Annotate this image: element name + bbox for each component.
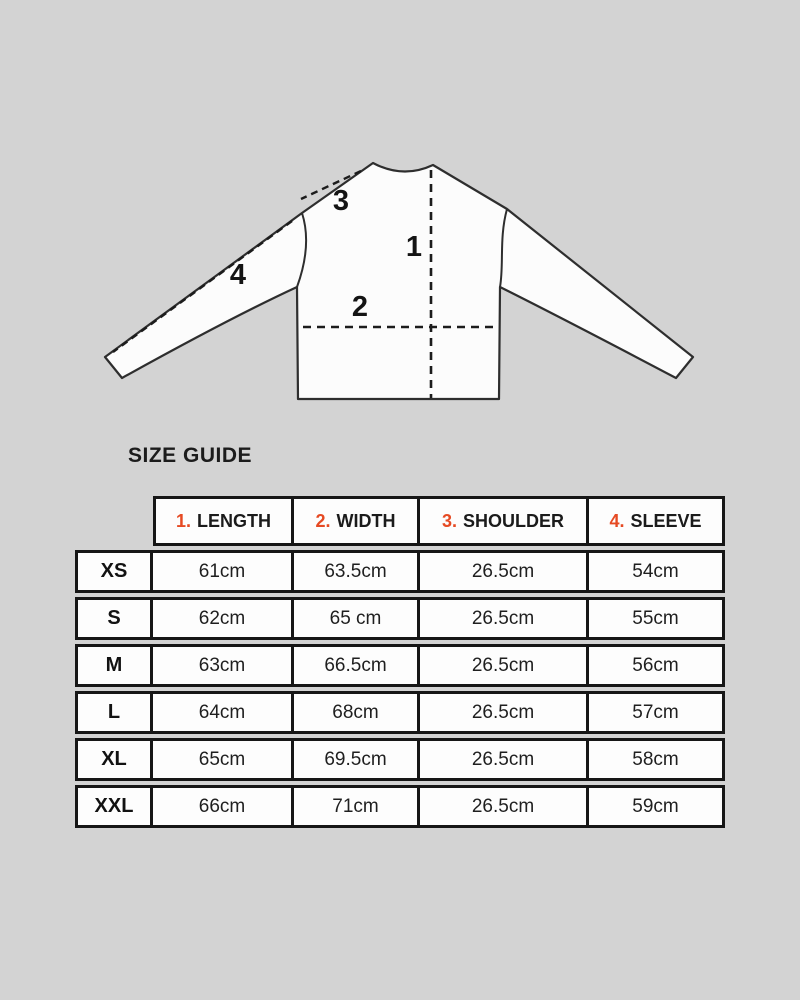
size-cell: XL: [75, 738, 153, 781]
sleeve-cell: 58cm: [589, 738, 725, 781]
length-cell: 66cm: [153, 785, 294, 828]
shoulder-cell: 26.5cm: [420, 597, 589, 640]
length-cell: 63cm: [153, 644, 294, 687]
length-cell: 64cm: [153, 691, 294, 734]
table-row-xs: XS 61cm 63.5cm 26.5cm 54cm: [75, 550, 725, 593]
header-spacer: [75, 496, 153, 546]
table-row-xxl: XXL 66cm 71cm 26.5cm 59cm: [75, 785, 725, 828]
size-cell: M: [75, 644, 153, 687]
size-cell: XXL: [75, 785, 153, 828]
sleeve-cell: 54cm: [589, 550, 725, 593]
header-shoulder: 3. SHOULDER: [420, 496, 589, 546]
header-sleeve-num: 4.: [609, 510, 625, 531]
header-sleeve-label: SLEEVE: [630, 510, 702, 531]
table-row-l: L 64cm 68cm 26.5cm 57cm: [75, 691, 725, 734]
width-cell: 66.5cm: [294, 644, 420, 687]
table-row-xl: XL 65cm 69.5cm 26.5cm 58cm: [75, 738, 725, 781]
length-cell: 62cm: [153, 597, 294, 640]
header-width-num: 2.: [315, 510, 331, 531]
table-row-s: S 62cm 65 cm 26.5cm 55cm: [75, 597, 725, 640]
shoulder-cell: 26.5cm: [420, 691, 589, 734]
sleeve-cell: 55cm: [589, 597, 725, 640]
width-cell: 68cm: [294, 691, 420, 734]
length-cell: 61cm: [153, 550, 294, 593]
width-measure-label: 2: [352, 291, 368, 323]
shoulder-cell: 26.5cm: [420, 550, 589, 593]
header-length-num: 1.: [175, 510, 191, 531]
sleeve-cell: 56cm: [589, 644, 725, 687]
header-width-label: WIDTH: [336, 510, 396, 531]
size-table: 1. LENGTH 2. WIDTH 3. SHOULDER 4. SLEEVE XS …: [75, 496, 725, 828]
header-sleeve: 4. SLEEVE: [589, 496, 725, 546]
header-width: 2. WIDTH: [294, 496, 420, 546]
sleeve-measure-label: 4: [230, 259, 246, 291]
table-header-row: 1. LENGTH 2. WIDTH 3. SHOULDER 4. SLEEVE: [75, 496, 725, 546]
table-row-m: M 63cm 66.5cm 26.5cm 56cm: [75, 644, 725, 687]
length-cell: 65cm: [153, 738, 294, 781]
header-shoulder-label: SHOULDER: [463, 510, 565, 531]
shoulder-measure-label: 3: [333, 185, 349, 217]
garment-diagram: 1 2 3 4: [103, 161, 695, 401]
left-armhole-seam: [296, 212, 308, 288]
sleeve-cell: 57cm: [589, 691, 725, 734]
width-cell: 63.5cm: [294, 550, 420, 593]
width-cell: 69.5cm: [294, 738, 420, 781]
length-measure-label: 1: [406, 231, 422, 263]
right-armhole-seam: [499, 208, 508, 288]
size-cell: L: [75, 691, 153, 734]
size-cell: XS: [75, 550, 153, 593]
size-cell: S: [75, 597, 153, 640]
shoulder-cell: 26.5cm: [420, 785, 589, 828]
shirt-outline: [103, 161, 695, 401]
width-cell: 65 cm: [294, 597, 420, 640]
shoulder-cell: 26.5cm: [420, 644, 589, 687]
sleeve-cell: 59cm: [589, 785, 725, 828]
shoulder-cell: 26.5cm: [420, 738, 589, 781]
sleeve-measure-line: [112, 220, 293, 353]
header-length: 1. LENGTH: [153, 496, 294, 546]
header-shoulder-num: 3.: [441, 510, 457, 531]
header-length-label: LENGTH: [197, 510, 271, 531]
width-cell: 71cm: [294, 785, 420, 828]
page-title: SIZE GUIDE: [128, 444, 253, 467]
